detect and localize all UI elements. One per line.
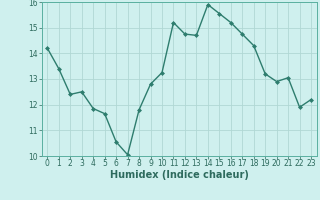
X-axis label: Humidex (Indice chaleur): Humidex (Indice chaleur) [110, 170, 249, 180]
